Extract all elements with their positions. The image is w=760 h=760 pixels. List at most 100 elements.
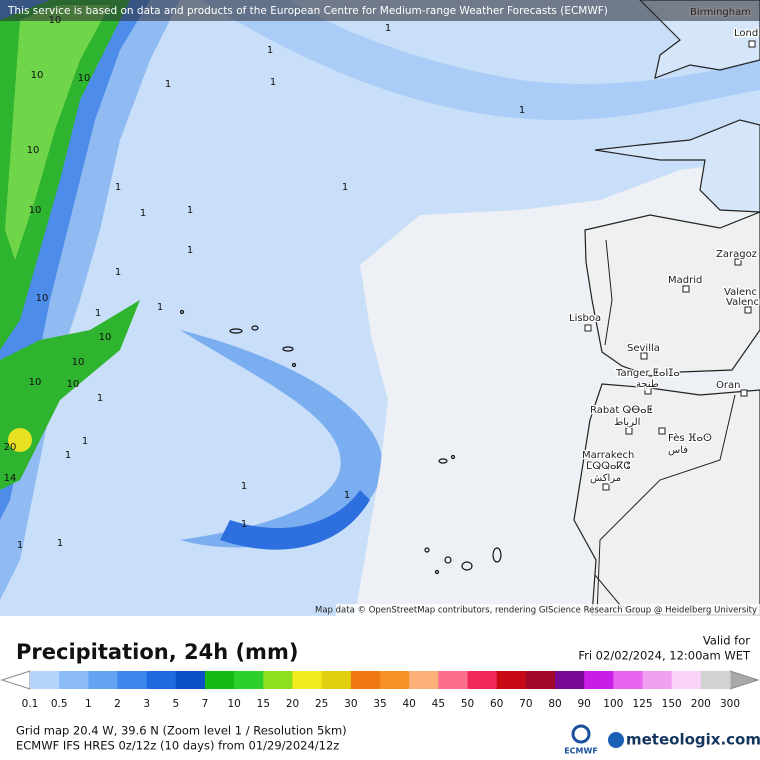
- contour-label: 1: [344, 490, 350, 501]
- scale-label: 70: [519, 698, 532, 710]
- contour-label: 10: [36, 293, 49, 304]
- contour-label: 14: [4, 473, 17, 484]
- scale-color: [146, 671, 177, 689]
- precip-green: [0, 300, 140, 490]
- city-label: طنجة: [636, 379, 659, 390]
- scale-label: 30: [344, 698, 357, 710]
- notice: This service is based on data and produc…: [7, 5, 608, 17]
- city-label: Lisboa: [569, 313, 601, 324]
- attribution-bg: [336, 604, 760, 616]
- contour-label: 1: [519, 105, 525, 116]
- islands: [179, 309, 502, 575]
- scale-color: [234, 671, 264, 689]
- contour-label: 10: [72, 357, 85, 368]
- contour-label: 1: [241, 519, 247, 530]
- scale-label: 10: [227, 698, 240, 710]
- valid-label: Valid for: [703, 634, 750, 648]
- city-marker: [640, 352, 648, 360]
- scale-color: [117, 671, 148, 689]
- city-label: Rabat ⵕⴱⴰⵟ: [590, 405, 653, 416]
- scale-color: [88, 671, 118, 689]
- notice-bar: [0, 0, 760, 21]
- ecmwf-icon: [571, 724, 591, 744]
- scale-label: 300: [720, 698, 740, 710]
- contour-label: 1: [270, 77, 276, 88]
- contour-label: 1: [165, 79, 171, 90]
- scale-label: 2: [114, 698, 121, 710]
- contour-label: 10: [27, 145, 40, 156]
- contour-label: 1: [82, 436, 88, 447]
- scale-color: [205, 671, 235, 689]
- scale-label: 100: [603, 698, 623, 710]
- brand: meteologix.com: [626, 731, 760, 749]
- contour-label: 10: [78, 73, 91, 84]
- scale-color: [263, 671, 293, 689]
- contour-label: 1: [157, 302, 163, 313]
- scale-label: 20: [286, 698, 299, 710]
- scale-label: 25: [315, 698, 328, 710]
- precip-swirl: [220, 490, 370, 550]
- city-marker: [734, 258, 742, 266]
- scale-label: 5: [172, 698, 179, 710]
- city-label: Marrakech: [582, 450, 634, 461]
- africa: [573, 383, 760, 616]
- model-info: ECMWF IFS HRES 0z/12z (10 days) from 01/…: [16, 739, 339, 753]
- scale-label: 0.5: [51, 698, 68, 710]
- city-label: فاس: [668, 445, 688, 456]
- city-label: مراكش: [590, 473, 621, 484]
- scale-color: [555, 671, 585, 689]
- contour-label: 1: [342, 182, 348, 193]
- scale-color: [700, 671, 731, 689]
- city-label: Zaragoz: [716, 249, 757, 260]
- city-label: Valenc: [724, 287, 757, 298]
- scale-color: [59, 671, 89, 689]
- contour-label: 1: [187, 245, 193, 256]
- contour-label: 10: [29, 377, 42, 388]
- city-label: Sevilla: [627, 343, 660, 354]
- scale-color: [292, 671, 323, 689]
- scale-label: 200: [691, 698, 711, 710]
- scale-label: 1: [85, 698, 92, 710]
- scale-color: [380, 671, 410, 689]
- precip-green: [5, 5, 110, 260]
- contour-label: 1: [65, 450, 71, 461]
- scale-label: 60: [490, 698, 503, 710]
- border: [604, 239, 613, 346]
- city-label: Madrid: [668, 275, 702, 286]
- scale-label: 15: [257, 698, 270, 710]
- scale-arrow-right: [729, 670, 760, 690]
- scale-arrow-left: [0, 670, 31, 690]
- scale-color: [467, 671, 498, 689]
- city-label: Valenc: [726, 297, 759, 308]
- scale-color: [175, 671, 206, 689]
- scale-label: 80: [548, 698, 561, 710]
- city-marker: [748, 40, 756, 48]
- city-marker: [744, 306, 752, 314]
- city-marker: [644, 387, 652, 395]
- grid-info: Grid map 20.4 W, 39.6 N (Zoom level 1 / …: [16, 724, 347, 738]
- scale-color: [409, 671, 439, 689]
- contour-label: 1: [95, 308, 101, 319]
- scale-label: 90: [577, 698, 590, 710]
- scale-color: [321, 671, 352, 689]
- scale-color: [642, 671, 673, 689]
- city-marker: [584, 324, 592, 332]
- contour-label: 1: [17, 540, 23, 551]
- contour-label: 1: [57, 538, 63, 549]
- scale-color: [30, 671, 60, 689]
- precip-swirl: [180, 330, 383, 548]
- contour-label: 20: [4, 442, 17, 453]
- iberia: [584, 211, 760, 377]
- scale-label: 40: [402, 698, 415, 710]
- title: Precipitation, 24h (mm): [16, 640, 298, 664]
- scale-label: 150: [662, 698, 682, 710]
- brand-icon: [608, 732, 624, 748]
- scale-color: [613, 671, 643, 689]
- city-marker: [602, 483, 610, 491]
- scale-label: 0.1: [22, 698, 39, 710]
- contour-label: 1: [187, 205, 193, 216]
- ecmwf-logo: ECMWF: [564, 747, 598, 756]
- scale-label: 7: [202, 698, 209, 710]
- scale-color: [584, 671, 614, 689]
- city-marker: [740, 389, 748, 397]
